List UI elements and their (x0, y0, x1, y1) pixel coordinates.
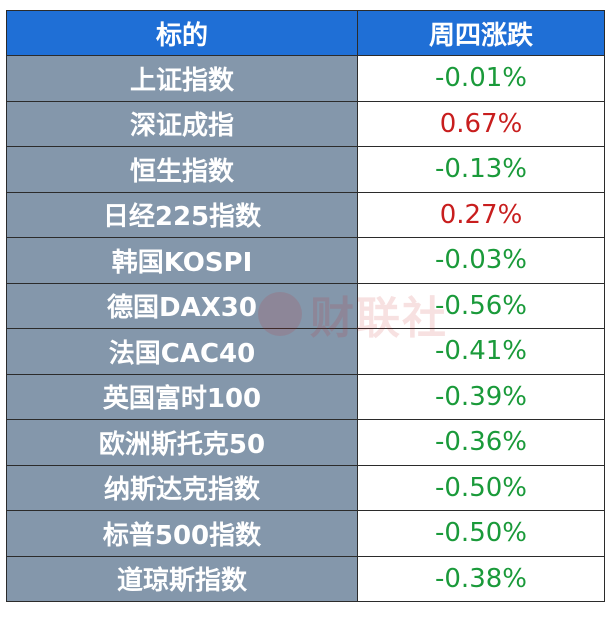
index-name: 韩国KOSPI (6, 237, 358, 284)
index-name: 法国CAC40 (6, 328, 358, 375)
index-change: -0.36% (357, 419, 605, 466)
index-change: -0.50% (357, 464, 605, 511)
table-row: 日经225指数 0.27% (6, 191, 605, 238)
header-name: 标的 (6, 10, 358, 56)
index-name: 上证指数 (6, 55, 358, 102)
table-row: 道琼斯指数 -0.38% (6, 555, 605, 602)
index-change: -0.03% (357, 237, 605, 284)
index-change: 0.67% (357, 100, 605, 147)
index-name: 道琼斯指数 (6, 555, 358, 602)
table-body: 上证指数 -0.01% 深证成指 0.67% 恒生指数 -0.13% 日经225… (6, 55, 605, 602)
index-name: 纳斯达克指数 (6, 464, 358, 511)
index-name: 日经225指数 (6, 191, 358, 238)
table-row: 英国富时100 -0.39% (6, 373, 605, 420)
index-name: 深证成指 (6, 100, 358, 147)
index-change: -0.50% (357, 510, 605, 557)
market-table: 标的 周四涨跌 上证指数 -0.01% 深证成指 0.67% 恒生指数 -0.1… (6, 10, 605, 602)
index-change: -0.39% (357, 373, 605, 420)
index-change: -0.13% (357, 146, 605, 193)
index-change: -0.01% (357, 55, 605, 102)
index-change: -0.56% (357, 282, 605, 329)
table-row: 恒生指数 -0.13% (6, 146, 605, 193)
index-change: -0.41% (357, 328, 605, 375)
index-name: 英国富时100 (6, 373, 358, 420)
table-row: 欧洲斯托克50 -0.36% (6, 419, 605, 466)
table-row: 深证成指 0.67% (6, 100, 605, 147)
header-change: 周四涨跌 (357, 10, 605, 56)
table-header-row: 标的 周四涨跌 (6, 10, 605, 56)
index-change: -0.38% (357, 555, 605, 602)
table-row: 标普500指数 -0.50% (6, 510, 605, 557)
index-name: 欧洲斯托克50 (6, 419, 358, 466)
table-row: 上证指数 -0.01% (6, 55, 605, 102)
table-row: 韩国KOSPI -0.03% (6, 237, 605, 284)
table-row: 法国CAC40 -0.41% (6, 328, 605, 375)
index-name: 标普500指数 (6, 510, 358, 557)
index-change: 0.27% (357, 191, 605, 238)
table-row: 德国DAX30 -0.56% (6, 282, 605, 329)
index-name: 德国DAX30 (6, 282, 358, 329)
index-name: 恒生指数 (6, 146, 358, 193)
table-row: 纳斯达克指数 -0.50% (6, 464, 605, 511)
